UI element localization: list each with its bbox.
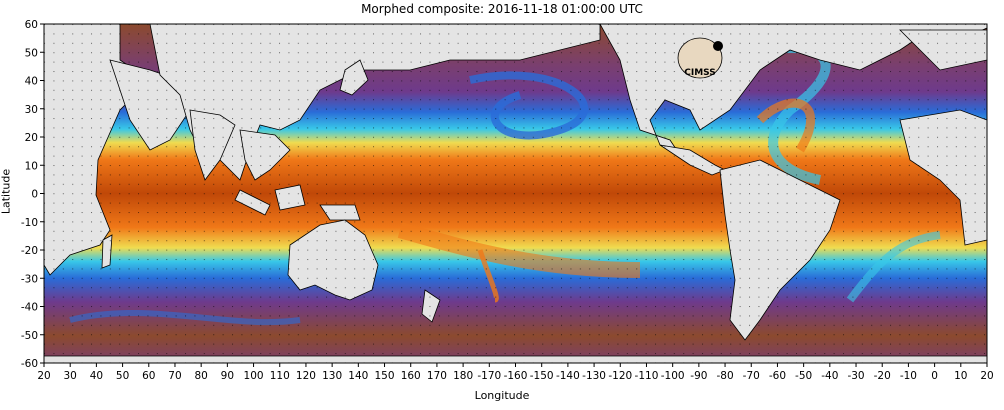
y-tick-label: -50	[21, 330, 38, 342]
y-tick-label: -30	[21, 273, 38, 285]
x-tick-label: 150	[375, 370, 395, 382]
lat-lon-grid	[44, 24, 987, 363]
x-tick-label: -110	[635, 370, 659, 382]
x-tick-label: -100	[661, 370, 685, 382]
x-tick-label: -70	[743, 370, 760, 382]
x-tick-label: -30	[847, 370, 864, 382]
x-tick-label: -150	[530, 370, 554, 382]
y-tick-label: 20	[25, 132, 38, 144]
x-tick-label: -120	[608, 370, 632, 382]
y-tick-label: 40	[25, 76, 38, 88]
y-tick-label: -10	[21, 217, 38, 229]
x-tick-label: 10	[954, 370, 967, 382]
x-tick-label: 130	[322, 370, 342, 382]
x-tick-label: 0	[931, 370, 938, 382]
x-tick-label: -40	[821, 370, 838, 382]
plot-area	[44, 24, 987, 363]
y-tick-label: 0	[31, 189, 38, 201]
x-tick-label: 170	[427, 370, 447, 382]
x-tick-label: -20	[874, 370, 891, 382]
x-tick-label: -60	[769, 370, 786, 382]
x-tick-label: 100	[244, 370, 264, 382]
x-tick-label: 140	[348, 370, 368, 382]
x-tick-label: -50	[795, 370, 812, 382]
map-title: Morphed composite: 2016-11-18 01:00:00 U…	[361, 2, 643, 16]
x-tick-label: -130	[582, 370, 606, 382]
cimss-logo-text: CIMSS	[684, 68, 715, 78]
x-axis-label: Longitude	[474, 389, 530, 402]
x-tick-label: 160	[401, 370, 421, 382]
cimss-logo: CIMSS	[677, 37, 723, 79]
y-tick-label: 30	[25, 104, 38, 116]
x-tick-label: -170	[477, 370, 501, 382]
x-tick-label: 80	[194, 370, 207, 382]
y-axis-ticks: 60 50 40 30 20 10 0 -10 -20 -30 -40 -50 -60	[21, 19, 44, 370]
x-tick-label: 60	[142, 370, 155, 382]
x-tick-label: 20	[37, 370, 50, 382]
x-tick-label: 90	[221, 370, 234, 382]
x-tick-label: 70	[168, 370, 181, 382]
x-tick-label: -80	[716, 370, 733, 382]
y-tick-label: 60	[25, 19, 38, 31]
x-tick-label: -140	[556, 370, 580, 382]
x-axis-ticks: 20 30 40 50 60 70 80 90 100 110 120 130 140 150 160 170…	[37, 363, 994, 382]
x-tick-label: -160	[504, 370, 528, 382]
x-tick-label: 30	[64, 370, 77, 382]
y-tick-label: -20	[21, 245, 38, 257]
x-tick-label: 40	[90, 370, 103, 382]
x-tick-label: 20	[980, 370, 993, 382]
y-tick-label: 50	[25, 47, 38, 59]
x-tick-label: -90	[690, 370, 707, 382]
x-tick-label: 110	[270, 370, 290, 382]
x-tick-label: 180	[453, 370, 473, 382]
x-tick-label: 50	[116, 370, 129, 382]
x-tick-label: 120	[296, 370, 316, 382]
y-tick-label: 10	[25, 160, 38, 172]
y-tick-label: -60	[21, 358, 38, 370]
y-tick-label: -40	[21, 302, 38, 314]
x-tick-label: -10	[900, 370, 917, 382]
